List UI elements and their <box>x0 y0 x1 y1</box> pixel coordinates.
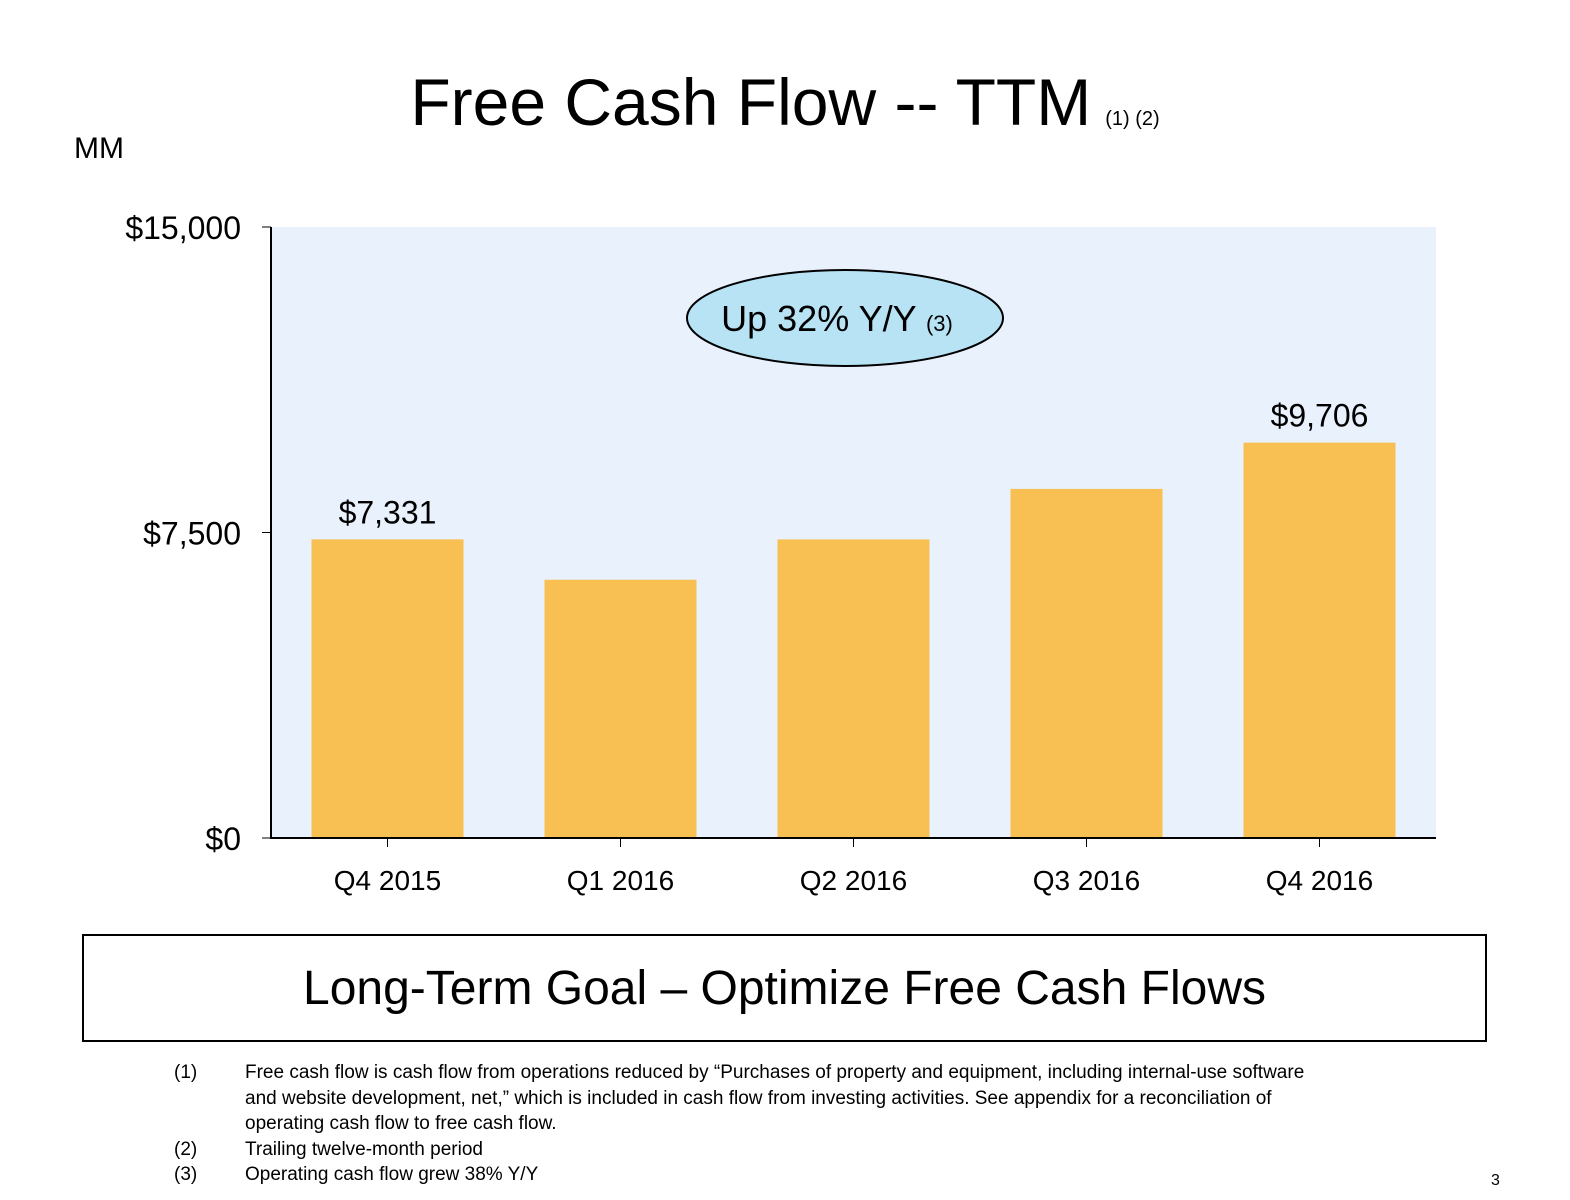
x-tick-label: Q4 2016 <box>1266 865 1373 896</box>
footnote-text: and website development, net,” which is … <box>245 1087 1272 1109</box>
slide-title: Free Cash Flow -- TTM (1) (2) <box>0 62 1570 159</box>
x-tick-label: Q4 2015 <box>334 865 441 896</box>
bar <box>311 539 464 838</box>
x-tick-label: Q2 2016 <box>800 865 907 896</box>
y-tick-label: $7,500 <box>143 516 241 552</box>
bar <box>544 579 697 838</box>
callout-ellipse <box>686 269 1004 367</box>
footnote-number: (3) <box>174 1164 198 1185</box>
footnote-text: Operating cash flow grew 38% Y/Y <box>245 1164 539 1185</box>
y-tick-label: $0 <box>205 821 241 857</box>
data-label: $7,331 <box>339 494 437 530</box>
data-label: $9,706 <box>1271 398 1369 434</box>
goal-text: Long-Term Goal – Optimize Free Cash Flow… <box>303 961 1266 1015</box>
footnote-text: operating cash flow to free cash flow. <box>245 1113 557 1134</box>
goal-banner: Long-Term Goal – Optimize Free Cash Flow… <box>82 934 1487 1042</box>
y-tick-label: $15,000 <box>125 210 241 246</box>
callout-text: Up 32% Y/Y (3) <box>721 298 953 339</box>
x-tick-label: Q1 2016 <box>567 865 674 896</box>
bar-chart: $7,331 Q4 2015 Q1 2016 Q2 2016 Q3 2016 $9,706… <box>125 210 1436 896</box>
x-tick-label: Q3 2016 <box>1033 865 1140 896</box>
unit-label: MM <box>74 132 124 165</box>
bar <box>1010 488 1163 838</box>
bar <box>777 539 930 838</box>
footnote-text: Free cash flow is cash flow from operati… <box>245 1062 1305 1083</box>
page-number: 3 <box>1491 1172 1500 1189</box>
footnote-text: Trailing twelve-month period <box>245 1138 483 1160</box>
slide-title-text: Free Cash Flow -- TTM <box>410 65 1092 139</box>
footnote-number: (1) <box>174 1062 198 1083</box>
bar <box>1243 442 1396 838</box>
footnote-number: (2) <box>174 1138 198 1160</box>
title-footnote-refs: (1) (2) <box>1105 108 1160 130</box>
